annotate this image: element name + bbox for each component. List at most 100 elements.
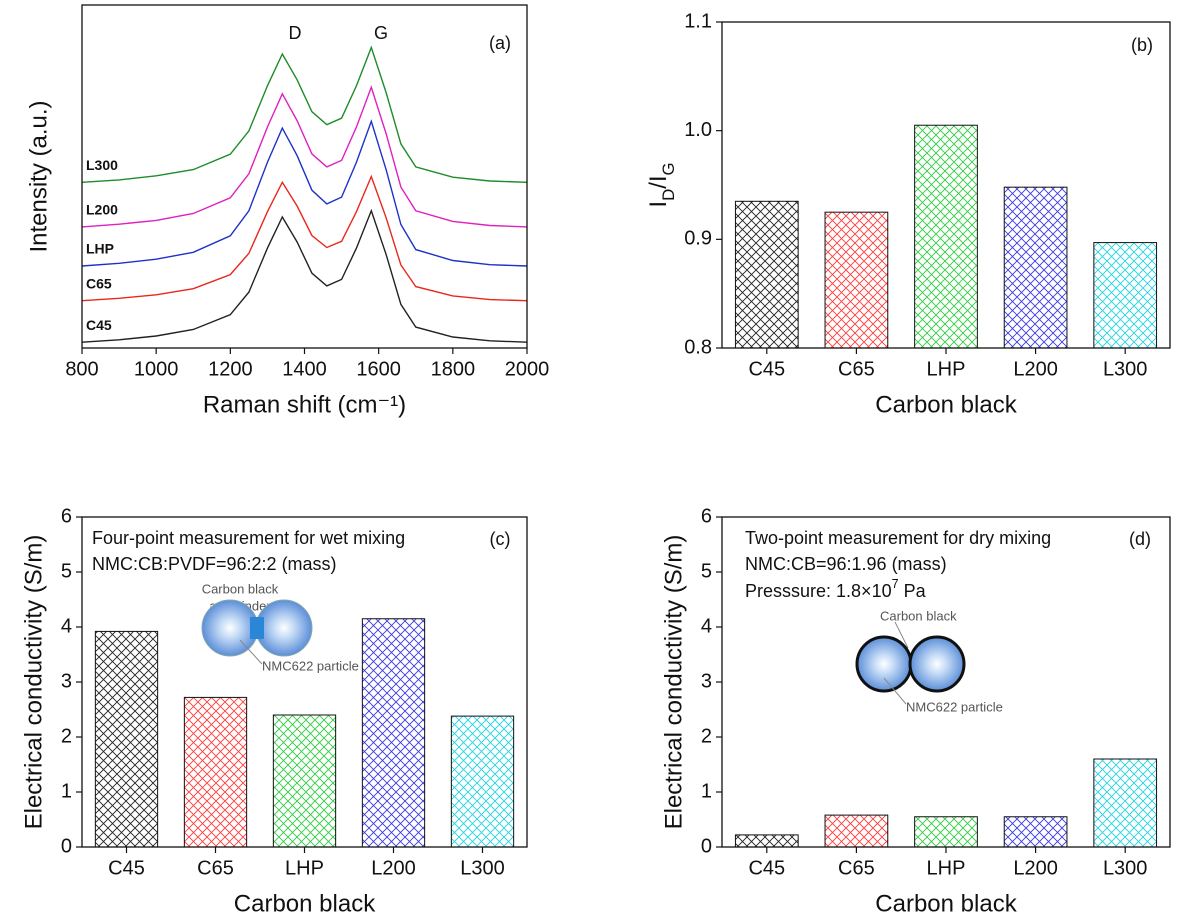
annotation: Carbon black bbox=[202, 581, 279, 596]
bar bbox=[734, 200, 799, 349]
annotation: Four-point measurement for wet mixing bbox=[92, 528, 405, 548]
annotation: G bbox=[374, 23, 388, 43]
x-tick-label: L200 bbox=[371, 857, 416, 879]
annotation: (a) bbox=[489, 33, 511, 53]
annotation: D bbox=[289, 23, 302, 43]
y-axis-label: Intensity (a.u.) bbox=[25, 100, 52, 252]
y-axis-label: Electrical conductivity (S/m) bbox=[20, 535, 47, 830]
y-tick-label: 1 bbox=[61, 780, 72, 802]
y-tick-label: 2 bbox=[61, 725, 72, 747]
x-tick-label: L300 bbox=[1103, 857, 1148, 879]
x-tick-label: L200 bbox=[1013, 857, 1058, 879]
bar bbox=[1003, 186, 1068, 349]
bar bbox=[1093, 758, 1158, 848]
bar bbox=[94, 630, 159, 848]
plot-frame bbox=[721, 516, 1171, 848]
annotation: (b) bbox=[1131, 35, 1153, 55]
x-tick-label: C45 bbox=[748, 358, 785, 380]
bar bbox=[450, 715, 515, 848]
y-tick-label: 2 bbox=[701, 725, 712, 747]
annotation: Carbon black bbox=[880, 608, 957, 623]
x-tick-label: C45 bbox=[108, 857, 145, 879]
annotation: NMC622 particle bbox=[262, 658, 359, 673]
plot-frame bbox=[81, 516, 528, 848]
bar bbox=[272, 714, 337, 848]
y-tick-label: 3 bbox=[701, 670, 712, 692]
y-tick-label: 4 bbox=[61, 615, 72, 637]
x-tick-label: LHP bbox=[927, 857, 966, 879]
particle bbox=[855, 635, 913, 693]
binder bbox=[250, 617, 264, 639]
y-axis-label: Electrical conductivity (S/m) bbox=[660, 535, 687, 830]
series-label: C65 bbox=[86, 275, 112, 291]
bar bbox=[914, 816, 978, 848]
annotation-part: Pa bbox=[899, 581, 927, 601]
x-axis-label: Carbon black bbox=[875, 391, 1017, 418]
spectrum-line bbox=[81, 119, 528, 267]
particle bbox=[908, 635, 966, 693]
x-tick-label: C65 bbox=[838, 857, 875, 879]
x-tick-label: 1800 bbox=[431, 358, 476, 380]
series-label: L300 bbox=[86, 157, 118, 173]
bar bbox=[361, 618, 426, 848]
annotation: (c) bbox=[490, 529, 511, 549]
bar bbox=[824, 814, 889, 848]
leader bbox=[883, 677, 907, 705]
x-tick-label: 800 bbox=[65, 358, 98, 380]
series-label: L200 bbox=[86, 202, 118, 218]
y-axis-label-part: D bbox=[659, 189, 678, 201]
x-tick-label: 1000 bbox=[134, 358, 179, 380]
y-tick-label: 1.0 bbox=[684, 119, 712, 141]
bar bbox=[1093, 242, 1158, 349]
annotation: (d) bbox=[1129, 529, 1151, 549]
bar bbox=[183, 696, 248, 848]
plot-frame bbox=[721, 21, 1171, 349]
plot-frame bbox=[81, 4, 528, 349]
bar bbox=[914, 124, 978, 349]
spectrum-line bbox=[81, 174, 528, 302]
y-tick-label: 6 bbox=[701, 505, 712, 527]
leader bbox=[239, 639, 263, 665]
y-tick-label: 0 bbox=[701, 835, 712, 857]
annotation: NMC:CB:PVDF=96:2:2 (mass) bbox=[92, 554, 337, 574]
x-axis-label: Carbon black bbox=[234, 890, 376, 913]
x-axis-label: Raman shift (cm⁻¹) bbox=[203, 391, 406, 418]
y-tick-label: 5 bbox=[61, 560, 72, 582]
spectrum-line bbox=[81, 85, 528, 228]
y-tick-label: 5 bbox=[701, 560, 712, 582]
particle bbox=[201, 599, 259, 657]
y-axis-label-part: /I bbox=[645, 175, 672, 188]
y-tick-label: 3 bbox=[61, 670, 72, 692]
x-tick-label: LHP bbox=[285, 857, 324, 879]
annotation: NMC:CB=96:1.96 (mass) bbox=[745, 554, 947, 574]
bar bbox=[824, 211, 889, 349]
bar bbox=[1003, 816, 1068, 848]
annotation: NMC622 particle bbox=[906, 699, 1003, 714]
x-tick-label: C45 bbox=[748, 857, 785, 879]
annotation: Two-point measurement for dry mixing bbox=[745, 528, 1051, 548]
spectrum-line bbox=[81, 208, 528, 343]
y-tick-label: 0.8 bbox=[684, 336, 712, 358]
annotation-part: Presssure: 1.8×10 bbox=[745, 581, 892, 601]
y-tick-label: 4 bbox=[701, 615, 712, 637]
spectrum-line bbox=[81, 45, 528, 183]
y-tick-label: 1.1 bbox=[684, 10, 712, 32]
x-tick-label: C65 bbox=[838, 358, 875, 380]
series-label: LHP bbox=[86, 241, 114, 257]
bar bbox=[734, 834, 799, 848]
x-tick-label: L300 bbox=[460, 857, 505, 879]
y-tick-label: 1 bbox=[701, 780, 712, 802]
y-axis-label-part: G bbox=[659, 162, 678, 175]
y-axis-label-part: I bbox=[645, 201, 672, 208]
leader bbox=[894, 621, 909, 649]
x-axis-label: Carbon black bbox=[875, 890, 1017, 913]
y-tick-label: 0.9 bbox=[684, 228, 712, 250]
x-tick-label: C65 bbox=[197, 857, 234, 879]
x-tick-label: 2000 bbox=[505, 358, 550, 380]
x-tick-label: L300 bbox=[1103, 358, 1148, 380]
annotation-part: 7 bbox=[892, 577, 899, 591]
annotation: Presssure: 1.8×107 Pa bbox=[745, 577, 927, 600]
y-axis-label: ID/IG bbox=[645, 162, 678, 207]
